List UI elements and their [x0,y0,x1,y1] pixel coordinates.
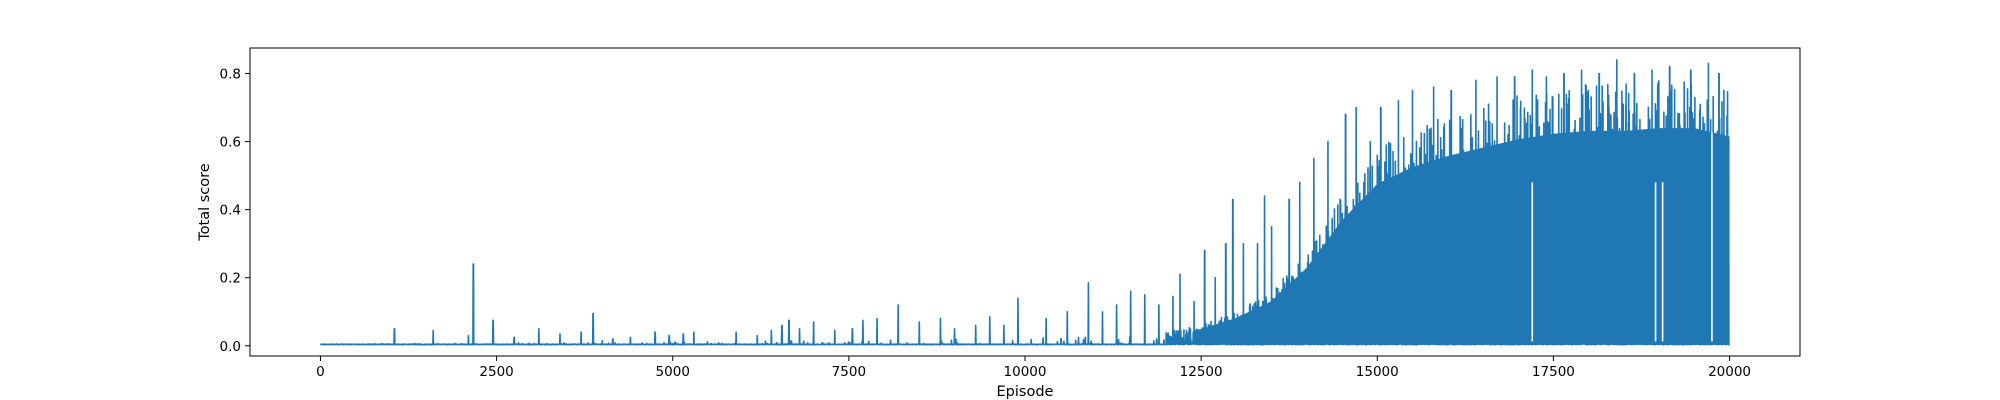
x-axis-label: Episode [997,384,1054,400]
y-tick-label: 0.0 [220,339,241,355]
x-tick-label: 12500 [1180,364,1223,380]
y-axis: 0.0 0.2 0.4 0.6 0.8 [220,67,250,355]
x-tick-label: 7500 [832,364,866,380]
y-tick-label: 0.8 [220,67,241,83]
y-tick-label: 0.4 [220,203,241,219]
score-dense-band [1194,128,1730,345]
x-tick-label: 15000 [1356,364,1399,380]
x-axis: 0 2500 5000 7500 10000 12500 15000 17500 20000 [316,356,1751,380]
y-tick-label: 0.2 [220,271,241,287]
x-tick-label: 17500 [1532,364,1575,380]
x-tick-label: 0 [316,364,325,380]
x-tick-label: 20000 [1708,364,1751,380]
y-axis-label: Total score [197,163,213,242]
x-tick-label: 2500 [479,364,513,380]
y-tick-label: 0.6 [220,135,241,151]
series-layer [319,59,1731,346]
x-tick-label: 5000 [656,364,690,380]
x-tick-label: 10000 [1004,364,1047,380]
